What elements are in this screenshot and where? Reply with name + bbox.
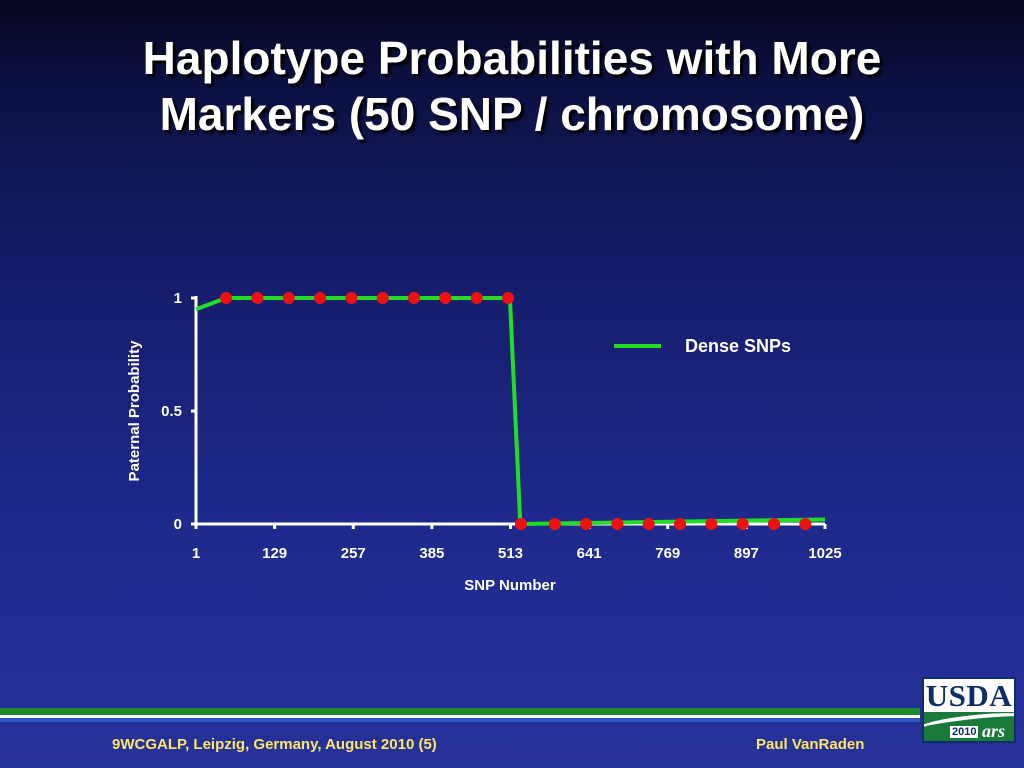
usda-logo-text: USDA: [925, 678, 1013, 713]
x-tick-label: 1: [192, 545, 200, 562]
y-tick-label: 0.5: [161, 403, 182, 420]
snp-marker: [514, 518, 527, 530]
snp-marker: [502, 292, 515, 304]
ars-logo-mark: ars: [982, 721, 1006, 741]
footer-stripe-blue: [0, 718, 920, 722]
snp-marker: [642, 518, 655, 530]
footer-stripe-green: [0, 708, 920, 715]
chart-legend: Dense SNPs: [614, 336, 791, 356]
usda-logo: USDA 2010 ars: [922, 677, 1016, 743]
snp-marker: [736, 518, 749, 530]
footer-author: Paul VanRaden: [756, 736, 865, 753]
y-tick-label: 0: [174, 516, 182, 533]
snp-marker: [220, 292, 233, 304]
x-tick-label: 1025: [808, 545, 841, 562]
snp-marker: [408, 292, 421, 304]
chart-markers: [220, 292, 812, 530]
x-tick-label: 257: [341, 545, 366, 562]
x-tick-label: 385: [419, 545, 444, 562]
legend-label: Dense SNPs: [685, 336, 791, 356]
snp-marker: [799, 518, 812, 530]
chart-series: [195, 296, 826, 526]
y-tick-label: 1: [174, 290, 182, 307]
usda-logo-year: 2010: [950, 726, 979, 738]
chart-axes: 1 129 257 385 513 641 769 897 1025 0 0.5 1 SNP Numbe…: [126, 290, 842, 594]
footer-conference: 9WCGALP, Leipzig, Germany, August 2010 (…: [112, 736, 437, 753]
snp-marker: [705, 518, 718, 530]
snp-marker: [611, 518, 624, 530]
title-line-1: Haplotype Probabilities with More: [142, 32, 882, 84]
x-tick-label: 641: [577, 545, 602, 562]
snp-marker: [674, 518, 687, 530]
footer-stripe-white: [0, 715, 920, 718]
x-tick-label: 897: [734, 545, 759, 562]
series-line-dense-snps: [195, 296, 826, 526]
snp-marker: [345, 292, 358, 304]
snp-marker: [439, 292, 452, 304]
snp-marker: [470, 292, 483, 304]
snp-marker: [580, 518, 593, 530]
snp-marker: [548, 518, 561, 530]
title-line-2: Markers (50 SNP / chromosome): [159, 88, 865, 140]
slide-title: Haplotype Probabilities with More Marker…: [0, 30, 1024, 142]
snp-marker: [768, 518, 781, 530]
snp-marker: [376, 292, 389, 304]
x-tick-label: 513: [498, 545, 523, 562]
x-tick-label: 769: [655, 545, 680, 562]
snp-marker: [251, 292, 264, 304]
snp-marker: [282, 292, 295, 304]
snp-marker: [314, 292, 327, 304]
x-axis-label: SNP Number: [464, 577, 556, 594]
x-tick-label: 129: [262, 545, 287, 562]
y-axis-label: Paternal Probability: [126, 340, 143, 482]
